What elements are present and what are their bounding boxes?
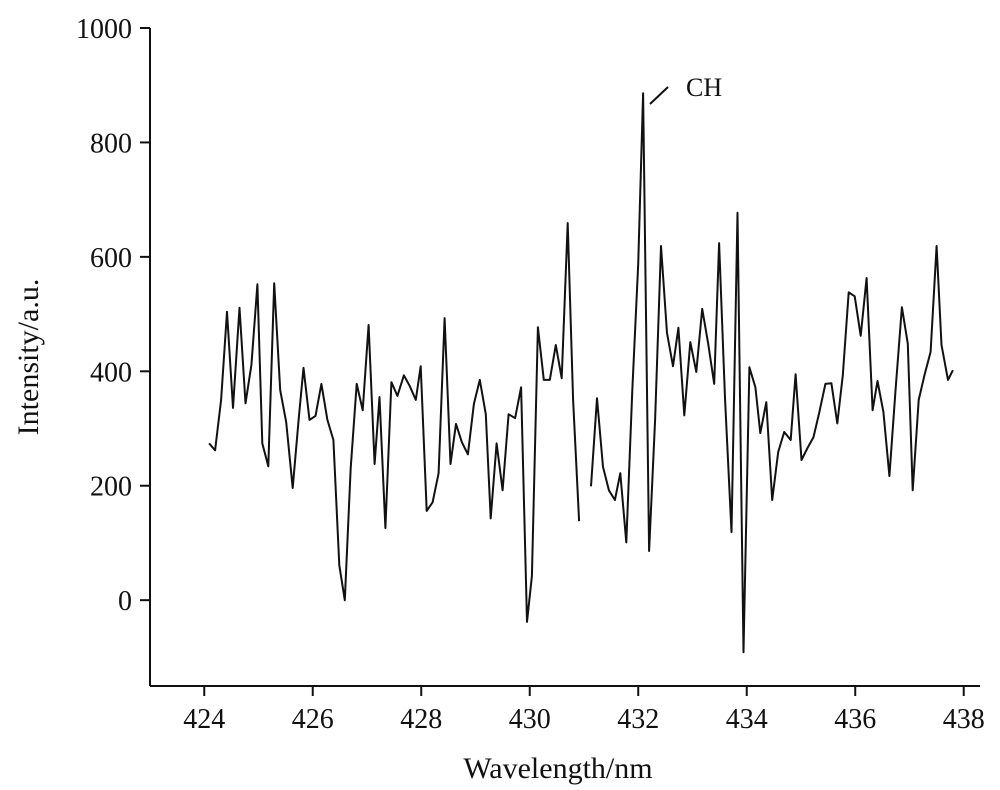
annotation-pointer <box>649 86 669 105</box>
y-axis-title: Intensity/a.u. <box>12 279 45 436</box>
y-tick-label: 600 <box>90 243 132 274</box>
x-tick-label: 432 <box>617 704 659 735</box>
x-tick-label: 438 <box>943 704 985 735</box>
data-line <box>208 92 954 654</box>
x-tick-label: 428 <box>400 704 442 735</box>
y-tick-label: 200 <box>90 472 132 503</box>
annotation: CH <box>686 73 722 102</box>
x-axis-title: Wavelength/nm <box>463 752 652 785</box>
x-tick-label: 434 <box>726 704 768 735</box>
y-tick-label: 400 <box>90 357 132 388</box>
x-tick-label: 424 <box>183 704 225 735</box>
y-tick-label: 800 <box>90 128 132 159</box>
x-tick-label: 436 <box>834 704 876 735</box>
y-tick-label: 0 <box>118 586 132 617</box>
x-tick-label: 426 <box>292 704 334 735</box>
x-tick-label: 430 <box>509 704 551 735</box>
y-tick-label: 1000 <box>76 14 132 45</box>
